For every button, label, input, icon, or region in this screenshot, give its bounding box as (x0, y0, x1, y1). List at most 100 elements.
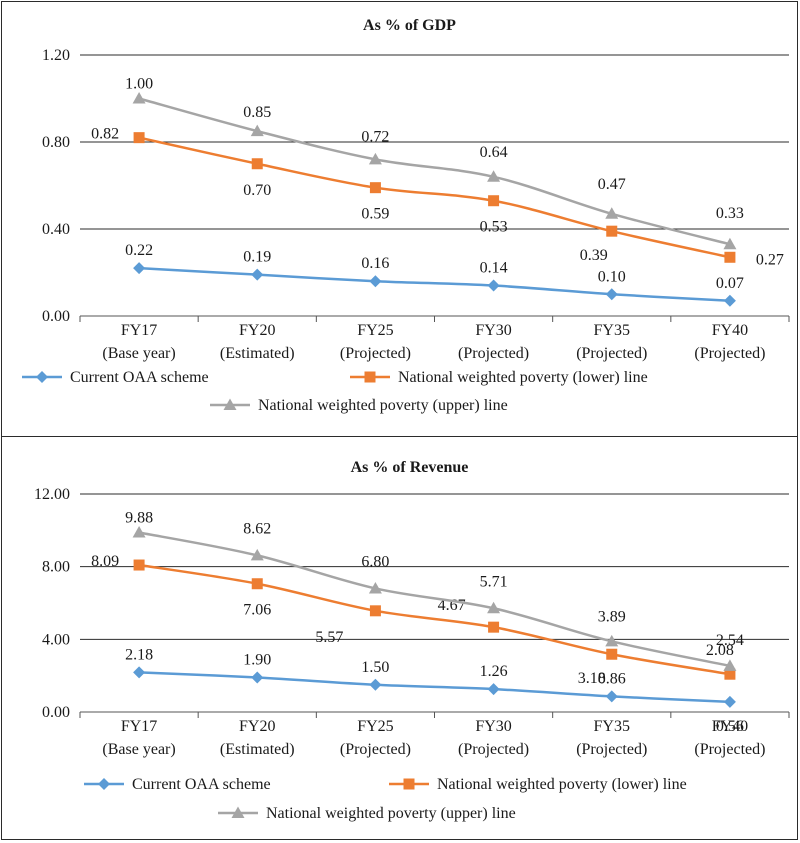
x-tick-label: FY17 (121, 322, 157, 339)
data-point (250, 124, 264, 137)
data-label: 0.64 (480, 144, 508, 161)
revenue-gridlines (80, 493, 789, 713)
y-tick-label: 0.80 (42, 134, 70, 151)
data-label: 0.22 (125, 242, 153, 259)
data-point (487, 601, 501, 614)
gdp-chart-title: As % of GDP (363, 17, 456, 34)
x-tick-label: FY40 (712, 718, 748, 735)
data-point (606, 648, 618, 660)
data-label: 3.18 (578, 670, 606, 687)
data-point (605, 207, 619, 219)
data-label: 6.80 (361, 553, 389, 570)
data-label: 1.50 (361, 659, 389, 676)
data-point (606, 225, 618, 237)
data-point (723, 695, 736, 708)
data-point (250, 548, 264, 561)
x-tick-sublabel: (Estimated) (220, 345, 295, 362)
data-label: 0.59 (361, 206, 389, 223)
revenue-legend: Current OAA scheme National weighted pove… (84, 776, 687, 822)
data-label: 9.88 (125, 510, 153, 527)
x-tick-sublabel: (Projected) (458, 741, 529, 758)
x-tick-sublabel: (Projected) (694, 741, 765, 758)
data-point (723, 294, 736, 307)
x-tick-sublabel: (Base year) (102, 345, 175, 362)
series-line (139, 266, 730, 303)
data-label: 0.10 (598, 268, 626, 285)
data-label: 0.86 (598, 670, 626, 687)
x-tick-label: FY17 (121, 718, 157, 735)
data-label: 7.06 (243, 602, 271, 619)
data-point (132, 526, 146, 538)
x-tick-label: FY30 (475, 322, 511, 339)
data-label: 0.19 (243, 249, 271, 266)
data-point (369, 182, 381, 194)
legend-label: Current OAA scheme (70, 369, 209, 386)
y-tick-label: 1.20 (42, 47, 70, 64)
data-point (133, 559, 145, 571)
data-point (251, 158, 263, 170)
revenue-chart-panel: As % of Revenue 0.00 4.00 8.00 12.00 FY17 (Bas… (1, 436, 798, 840)
gdp-chart-panel: As % of GDP 0.00 0.40 0.80 1.20 FY17 (Base yea… (1, 1, 798, 437)
data-point (487, 279, 500, 292)
data-point (605, 634, 619, 647)
data-point (251, 268, 264, 281)
data-label: 5.57 (315, 629, 343, 646)
data-label: 3.89 (598, 608, 626, 625)
x-tick-sublabel: (Projected) (340, 741, 411, 758)
x-tick-sublabel: (Base year) (102, 741, 175, 758)
data-label: 1.00 (125, 76, 153, 93)
data-point (251, 578, 263, 590)
legend-label: National weighted poverty (lower) line (437, 776, 687, 793)
data-label: 2.18 (125, 646, 153, 663)
legend-marker-square (364, 371, 376, 383)
legend-marker-diamond (36, 371, 48, 383)
data-point (251, 671, 264, 684)
data-point (369, 275, 382, 288)
y-tick-label: 0.00 (42, 704, 70, 721)
legend-label: Current OAA scheme (132, 776, 271, 793)
x-tick-label: FY35 (594, 718, 630, 735)
data-point (488, 621, 500, 633)
legend-label: National weighted poverty (upper) line (266, 805, 516, 822)
data-point (723, 659, 737, 671)
y-tick-label: 0.00 (42, 308, 70, 325)
y-tick-label: 8.00 (42, 559, 70, 576)
gdp-line-chart: As % of GDP 0.00 0.40 0.80 1.20 FY17 (Base yea… (22, 17, 790, 414)
data-label: 0.82 (91, 126, 119, 143)
gdp-legend: Current OAA scheme National weighted pove… (22, 369, 648, 414)
data-point (133, 262, 146, 275)
series-line (139, 671, 730, 704)
data-label: 1.90 (243, 651, 271, 668)
data-label: 0.53 (480, 219, 508, 236)
revenue-series-0: 2.18 1.90 1.50 1.26 0.86 0.56 (125, 646, 744, 734)
x-tick-sublabel: (Projected) (458, 345, 529, 362)
x-tick-label: FY25 (357, 718, 393, 735)
data-point (605, 288, 618, 301)
data-label: 8.62 (243, 520, 271, 537)
data-point (487, 683, 500, 696)
gdp-gridlines (80, 54, 789, 317)
legend-marker-triangle (231, 806, 245, 818)
series-line (138, 97, 731, 246)
x-tick-sublabel: (Projected) (340, 345, 411, 362)
data-label: 2.08 (706, 642, 734, 659)
data-label: 0.14 (480, 260, 508, 277)
legend-marker-triangle (223, 398, 237, 410)
data-label: 0.16 (361, 255, 389, 272)
x-tick-sublabel: (Projected) (576, 741, 647, 758)
y-tick-label: 4.00 (42, 631, 70, 648)
series-line (138, 531, 731, 668)
x-tick-label: FY35 (594, 322, 630, 339)
data-label: 8.09 (91, 553, 119, 570)
data-label: 0.39 (580, 247, 608, 264)
gdp-series-1: 0.82 0.70 0.59 0.53 0.39 0.27 (91, 126, 784, 269)
data-label: 0.85 (243, 104, 271, 121)
data-label: 0.47 (598, 176, 626, 193)
data-point (132, 92, 146, 104)
revenue-chart-title: As % of Revenue (351, 459, 469, 476)
data-point (368, 581, 382, 594)
data-label: 0.27 (756, 251, 784, 268)
legend-marker-diamond (98, 778, 110, 790)
revenue-series-1: 8.097.065.574.673.182.08 (91, 553, 736, 687)
x-tick-label: FY25 (357, 322, 393, 339)
